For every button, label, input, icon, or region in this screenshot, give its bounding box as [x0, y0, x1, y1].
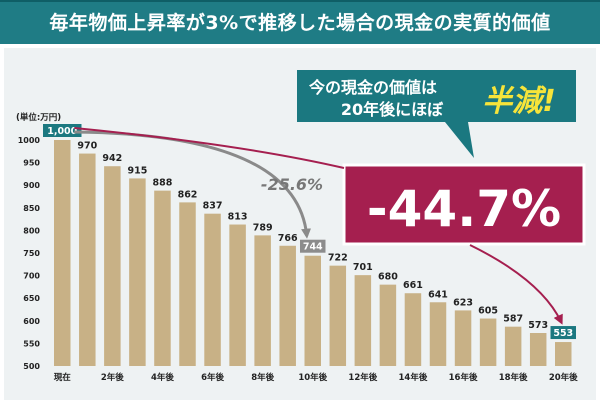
value-label: 641	[428, 289, 448, 300]
callout-box	[297, 70, 576, 158]
value-label: 813	[228, 212, 248, 223]
value-label-badge	[300, 239, 326, 253]
y-tick-label: 650	[23, 294, 40, 303]
value-label: 789	[253, 222, 273, 233]
y-tick-label: 900	[23, 181, 40, 190]
value-label: 722	[328, 253, 348, 264]
y-tick-label: 1000	[18, 136, 41, 145]
y-tick-label: 800	[23, 226, 40, 235]
annotation-25-6: -25.6%	[261, 175, 323, 194]
value-label: 837	[203, 201, 223, 212]
x-tick-label: 8年後	[251, 372, 274, 383]
bar	[229, 224, 246, 366]
value-label: 766	[278, 233, 298, 244]
bar	[379, 284, 397, 366]
bar	[404, 293, 422, 366]
y-tick-label: 850	[23, 204, 40, 213]
bar	[329, 265, 347, 366]
bar	[129, 178, 146, 366]
value-label-badge	[550, 326, 576, 340]
callout-highlight: 半減!	[482, 84, 556, 119]
x-tick-label: 現在	[54, 372, 72, 383]
value-label: 862	[178, 189, 198, 200]
bar	[279, 245, 296, 366]
bar	[104, 166, 121, 366]
y-tick-label: 950	[23, 159, 40, 168]
value-label-badge	[43, 124, 82, 137]
annotation-44-7: -44.7%	[367, 180, 561, 238]
chart-title: 毎年物価上昇率が3%で推移した場合の現金の実質的価値	[49, 12, 551, 34]
x-tick-label: 2年後	[101, 372, 124, 383]
bar	[79, 153, 96, 366]
bar	[354, 275, 372, 366]
value-label: 888	[153, 178, 173, 189]
bar	[304, 255, 321, 366]
value-label: 587	[503, 314, 523, 325]
bar	[529, 333, 547, 366]
bar	[254, 235, 271, 366]
x-tick-label: 4年後	[151, 372, 174, 383]
bar	[479, 318, 497, 366]
value-label: 573	[528, 320, 548, 331]
y-tick-label: 500	[23, 362, 40, 371]
callout-line2: 20年後にほぼ	[341, 100, 444, 119]
value-label: 605	[478, 306, 498, 317]
x-tick-label: 10年後	[298, 372, 327, 383]
value-label: 701	[353, 262, 373, 273]
value-label: 970	[77, 141, 97, 152]
bar	[204, 213, 221, 366]
bar	[454, 310, 472, 366]
value-label: 680	[378, 272, 398, 283]
bar	[179, 202, 196, 366]
value-label: 1,000	[47, 126, 77, 137]
y-tick-label: 600	[23, 317, 40, 326]
title-banner: 毎年物価上昇率が3%で推移した場合の現金の実質的価値	[0, 0, 600, 44]
bar	[154, 190, 171, 366]
y-tick-label: 750	[23, 249, 40, 258]
value-label: 623	[453, 297, 473, 308]
unit-label: (単位:万円)	[16, 112, 61, 123]
arrow-44-7	[469, 244, 563, 325]
value-label: 553	[553, 328, 573, 339]
value-label: 744	[303, 242, 323, 253]
x-tick-label: 20年後	[549, 372, 578, 383]
y-tick-label: 700	[23, 272, 40, 281]
x-tick-label: 14年後	[399, 372, 428, 383]
bar	[504, 326, 522, 366]
callout-line1: 今の現金の価値は	[308, 78, 437, 97]
y-tick-label: 550	[23, 339, 40, 348]
value-label: 942	[102, 153, 122, 164]
x-tick-label: 6年後	[201, 372, 224, 383]
value-label: 915	[127, 165, 147, 176]
x-tick-label: 18年後	[499, 372, 528, 383]
bar	[555, 342, 572, 366]
bar	[54, 140, 71, 366]
x-tick-label: 16年後	[449, 372, 478, 383]
x-tick-label: 12年後	[348, 372, 377, 383]
bar	[429, 302, 447, 366]
big-percent-box	[342, 163, 586, 246]
value-label: 661	[403, 280, 423, 291]
arrow-44-7-top	[74, 127, 345, 169]
